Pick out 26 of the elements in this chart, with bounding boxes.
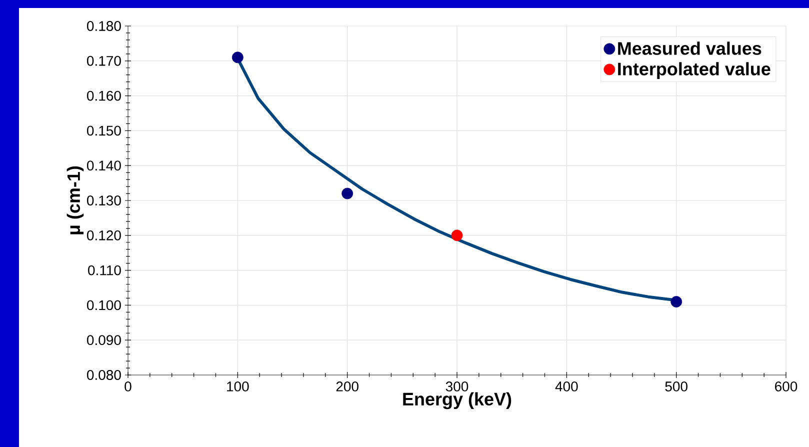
x-tick-label: 500: [665, 382, 688, 392]
y-tick-label: 0.170: [86, 56, 121, 66]
x-tick-label: 0: [124, 382, 132, 392]
y-axis-title: μ (cm-1): [66, 166, 84, 234]
x-tick-label: 200: [336, 382, 358, 392]
legend-label: Measured values: [618, 42, 762, 55]
x-tick-label: 400: [555, 382, 578, 392]
y-tick-label: 0.180: [86, 21, 121, 31]
point: [342, 188, 354, 200]
y-tick-label: 0.120: [86, 230, 121, 240]
point: [670, 296, 682, 308]
x-tick-label: 300: [446, 382, 468, 392]
legend-label: Interpolated value: [618, 62, 770, 79]
y-tick-label: 0.160: [86, 90, 121, 101]
y-tick-label: 0.130: [86, 196, 121, 206]
y-tick-label: 0.080: [86, 370, 121, 380]
x-tick-label: 100: [227, 382, 249, 392]
point: [451, 230, 463, 242]
y-tick-label: 0.100: [86, 300, 121, 310]
point: [232, 52, 244, 64]
y-tick-label: 0.110: [88, 265, 121, 276]
y-tick-label: 0.090: [86, 335, 121, 346]
x-tick-label: 600: [775, 382, 798, 392]
y-tick-label: 0.140: [86, 160, 121, 171]
x-axis-title: Energy (keV): [403, 392, 512, 410]
y-tick-label: 0.150: [86, 126, 121, 136]
